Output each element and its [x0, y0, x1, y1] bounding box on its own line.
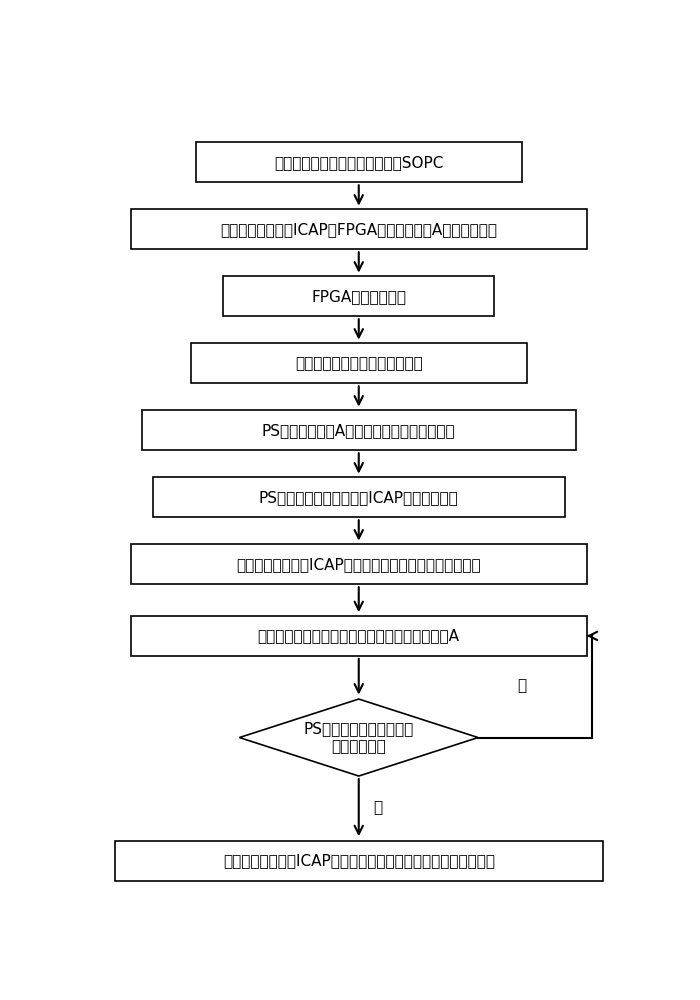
Bar — [196, 142, 522, 182]
Bar — [223, 276, 494, 316]
Polygon shape — [239, 699, 478, 776]
Bar — [115, 841, 603, 881]
Bar — [131, 209, 587, 249]
Text: 每个加载部分比特流的可重构模块执行用户任务A: 每个加载部分比特流的可重构模块执行用户任务A — [258, 628, 460, 643]
Text: FPGA进行区域划分: FPGA进行区域划分 — [312, 289, 406, 304]
Text: 静态区域获取粒子翻转信号数量: 静态区域获取粒子翻转信号数量 — [295, 356, 423, 371]
Bar — [153, 477, 565, 517]
Text: PS端对用户任务A的任务可靠性级别进行评估: PS端对用户任务A的任务可靠性级别进行评估 — [262, 423, 456, 438]
Text: PS端判断每个可重构模块
是否发生故障: PS端判断每个可重构模块 是否发生故障 — [304, 721, 414, 754]
Bar — [141, 410, 575, 450]
Text: PS端向内部配置访问端口ICAP发送配置信息: PS端向内部配置访问端口ICAP发送配置信息 — [259, 490, 458, 505]
Text: 内部配置访问端口ICAP向FPGA加载用户任务A的全局比特流: 内部配置访问端口ICAP向FPGA加载用户任务A的全局比特流 — [220, 222, 497, 237]
Text: 内部配置访问端口ICAP向动态可重构区域加载部分比特流: 内部配置访问端口ICAP向动态可重构区域加载部分比特流 — [237, 557, 481, 572]
Text: 构建动态自适应可编程片上系统SOPC: 构建动态自适应可编程片上系统SOPC — [274, 155, 443, 170]
Text: 是: 是 — [373, 800, 382, 815]
Text: 内部配置访问端口ICAP向发生故障的可重构模块加载部分比特流: 内部配置访问端口ICAP向发生故障的可重构模块加载部分比特流 — [223, 853, 495, 868]
Text: 否: 否 — [517, 678, 526, 693]
Bar — [190, 343, 527, 383]
Bar — [131, 544, 587, 584]
Bar — [131, 616, 587, 656]
